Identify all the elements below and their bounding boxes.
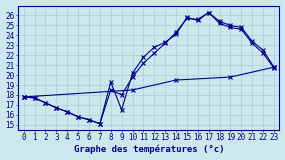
X-axis label: Graphe des températures (°c): Graphe des températures (°c) xyxy=(74,145,224,154)
